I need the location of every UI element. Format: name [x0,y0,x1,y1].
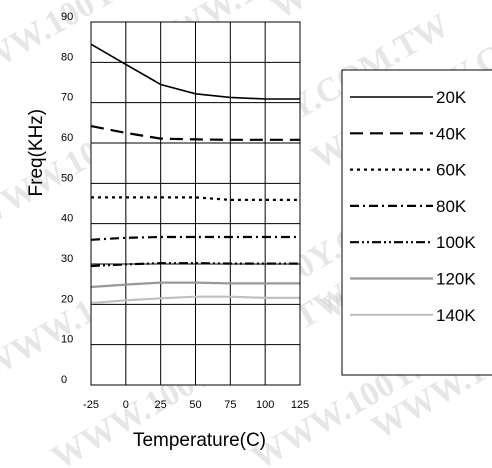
legend-label-80k: 80K [436,197,467,216]
x-tick-label: 0 [123,399,129,411]
y-tick-label: 90 [61,11,73,23]
series-layer [90,43,300,305]
legend-label-100k: 100K [436,233,476,252]
y-tick-label: 50 [61,172,73,184]
legend-label-140k: 140K [436,306,476,325]
legend-label-120k: 120K [436,270,476,289]
y-tick-label: 0 [61,374,67,386]
x-tick-label: 100 [256,399,274,411]
x-tick-label: 75 [224,399,236,411]
legend-label-40k: 40K [436,124,467,143]
legend-label-60k: 60K [436,161,467,180]
y-tick-label: 80 [61,51,73,63]
legend-label-20k: 20K [436,88,467,107]
series-line-120k [90,281,300,289]
y-tick-label: 20 [61,293,73,305]
x-tick-labels: -25 0 25 50 75 100 125 [83,399,309,411]
x-tick-label: 125 [291,399,309,411]
y-axis-label: Freq(KHz) [26,109,47,197]
x-tick-label: 25 [155,399,167,411]
y-tick-labels: 0 10 20 30 40 50 60 70 80 90 [61,11,73,386]
y-tick-label: 40 [61,213,73,225]
legend-box [341,69,492,376]
x-tick-label: -25 [83,399,99,411]
series-line-40k [90,125,300,141]
series-line-100k [90,262,300,268]
x-axis-label: Temperature(C) [133,430,266,451]
series-line-80k [90,235,300,241]
x-tick-label: 50 [189,399,201,411]
y-tick-label: 70 [61,92,73,104]
legend: 20K 40K 60K 80K 100K 120K 140K [341,69,492,376]
y-tick-label: 60 [61,132,73,144]
plot-frame [90,21,301,386]
y-tick-label: 30 [61,253,73,265]
series-line-20k [90,43,300,100]
series-line-140k [90,295,300,305]
y-tick-label: 10 [61,334,73,346]
